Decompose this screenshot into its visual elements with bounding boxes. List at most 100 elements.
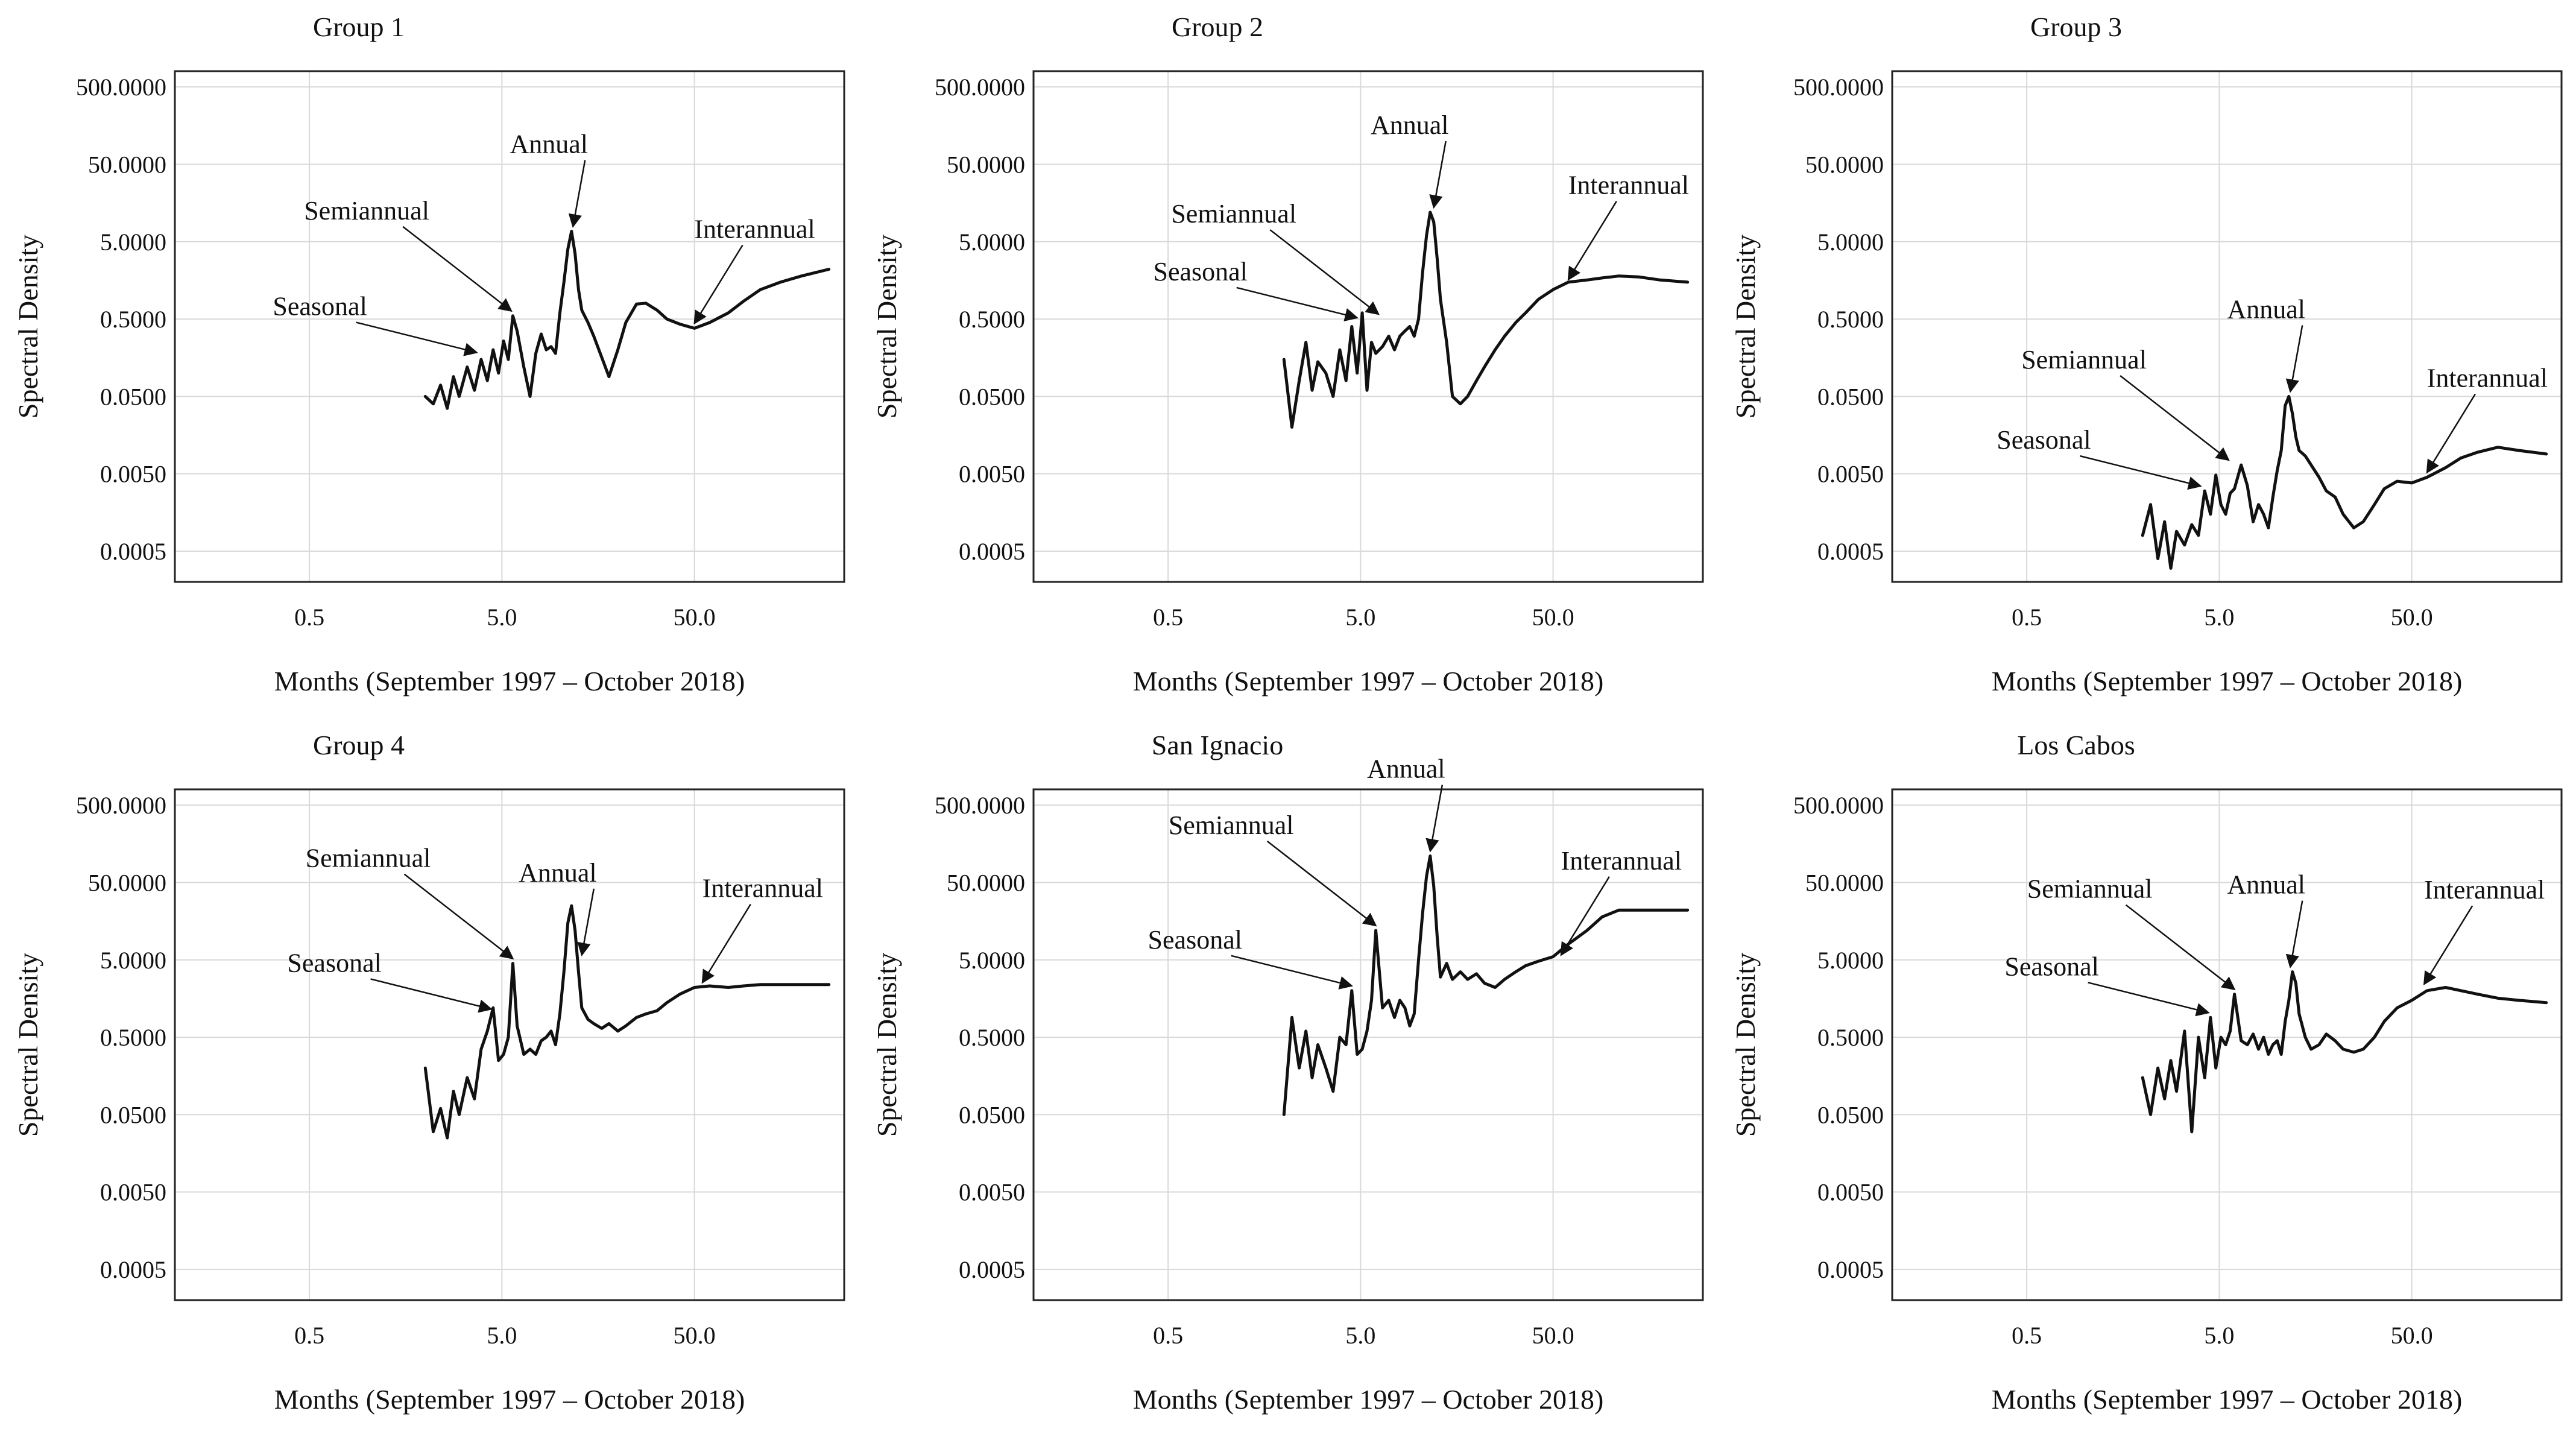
x-axis-label: Months (September 1997 – October 2018) bbox=[1133, 666, 1604, 696]
y-tick-label: 0.5000 bbox=[1817, 306, 1884, 333]
annotation-seasonal: Seasonal bbox=[273, 292, 367, 321]
x-tick-label: 50.0 bbox=[2391, 604, 2433, 631]
x-tick-label: 0.5 bbox=[294, 604, 324, 631]
x-tick-label: 0.5 bbox=[1153, 1322, 1183, 1349]
y-tick-label: 500.0000 bbox=[935, 792, 1025, 819]
annotation-arrow-interannual bbox=[2423, 905, 2473, 986]
plot-frame bbox=[174, 70, 845, 583]
series-line-spectral-density bbox=[423, 904, 831, 1140]
annotation-arrow-seasonal bbox=[1236, 286, 1359, 321]
y-tick-label: 0.5000 bbox=[100, 1024, 166, 1051]
y-tick-label: 500.0000 bbox=[935, 74, 1025, 101]
x-tick-label: 5.0 bbox=[1345, 604, 1375, 631]
x-tick-label: 0.5 bbox=[294, 1322, 324, 1349]
x-tick-label: 0.5 bbox=[1153, 604, 1183, 631]
y-tick-label: 50.0000 bbox=[947, 869, 1025, 896]
annotation-arrow-seasonal bbox=[2080, 455, 2202, 490]
y-tick-label: 0.0005 bbox=[959, 538, 1025, 565]
x-tick-label: 5.0 bbox=[2204, 604, 2234, 631]
panel-group-2: Group 2 0.0005 0.0050 0.0500 0.5000 5.0000 50.… bbox=[859, 0, 1717, 718]
panel-group-4: Group 4 0.0005 0.0050 0.0500 0.5000 5.0000 50.… bbox=[0, 718, 859, 1436]
annotation-semiannual: Semiannual bbox=[304, 196, 429, 226]
y-tick-label: 0.0005 bbox=[1817, 538, 1884, 565]
chart-title: Group 4 bbox=[313, 730, 405, 760]
panel-san-ignacio: San Ignacio 0.0005 0.0050 0.0500 0.5000 5.000… bbox=[859, 718, 1717, 1436]
y-tick-label: 0.5000 bbox=[100, 306, 166, 333]
y-tick-label: 0.0050 bbox=[959, 461, 1025, 488]
annotation-semiannual: Semiannual bbox=[1169, 810, 1294, 840]
chart-group-2: Group 2 0.0005 0.0050 0.0500 0.5000 5.0000 50.… bbox=[871, 11, 1704, 696]
y-tick-label: 0.0050 bbox=[100, 461, 166, 488]
y-tick-label: 0.5000 bbox=[959, 306, 1025, 333]
annotation-interannual: Interannual bbox=[694, 214, 815, 244]
y-axis-label: Spectral Density bbox=[13, 235, 43, 418]
x-tick-label: 5.0 bbox=[1345, 1322, 1375, 1349]
y-axis-label: Spectral Density bbox=[1730, 953, 1761, 1137]
plot-frame bbox=[1891, 70, 2563, 583]
y-tick-label: 500.0000 bbox=[1793, 792, 1884, 819]
annotation-arrow-interannual bbox=[701, 903, 751, 984]
y-tick-label: 0.0050 bbox=[100, 1179, 166, 1206]
panel-group-3: Group 3 0.0005 0.0050 0.0500 0.5000 5.0000 50.… bbox=[1717, 0, 2576, 718]
chart-los-cabos: Los Cabos 0.0005 0.0050 0.0500 0.5000 5.0000 5… bbox=[1730, 730, 2563, 1415]
panel-los-cabos: Los Cabos 0.0005 0.0050 0.0500 0.5000 5.0000 5… bbox=[1717, 718, 2576, 1436]
y-tick-label: 5.0000 bbox=[1817, 947, 1884, 974]
y-axis-label: Spectral Density bbox=[871, 235, 902, 418]
annotation-arrow-interannual bbox=[693, 244, 743, 325]
y-tick-label: 0.0500 bbox=[100, 383, 166, 410]
annotation-arrow-annual bbox=[2285, 325, 2303, 393]
annotation-interannual: Interannual bbox=[1561, 846, 1682, 876]
y-tick-label: 500.0000 bbox=[1793, 74, 1884, 101]
y-tick-label: 0.0500 bbox=[1817, 1101, 1884, 1128]
plot-frame bbox=[1032, 70, 1704, 583]
y-tick-label: 5.0000 bbox=[100, 947, 166, 974]
annotation-semiannual: Semiannual bbox=[1171, 199, 1296, 229]
x-tick-label: 50.0 bbox=[674, 1322, 716, 1349]
x-axis-label: Months (September 1997 – October 2018) bbox=[1992, 1384, 2463, 1415]
y-tick-label: 0.0500 bbox=[1817, 383, 1884, 410]
annotation-arrow-annual bbox=[568, 160, 586, 228]
y-axis-label: Spectral Density bbox=[1730, 235, 1761, 418]
annotation-arrow-semiannual bbox=[403, 873, 514, 960]
annotation-semiannual: Semiannual bbox=[306, 844, 431, 873]
y-tick-label: 0.0050 bbox=[1817, 461, 1884, 488]
annotation-interannual: Interannual bbox=[1568, 171, 1689, 200]
x-tick-label: 50.0 bbox=[2391, 1322, 2433, 1349]
annotation-arrow-annual bbox=[1425, 785, 1444, 853]
chart-title: Group 3 bbox=[2030, 11, 2122, 42]
panel-group-1: Group 1 0.0005 0.0050 0.0500 0.5000 5.0000 50.… bbox=[0, 0, 859, 718]
y-axis-label: Spectral Density bbox=[13, 953, 43, 1137]
annotation-annual: Annual bbox=[2227, 294, 2305, 324]
y-tick-label: 0.0005 bbox=[100, 1256, 166, 1283]
annotation-arrow-seasonal bbox=[1231, 955, 1353, 990]
y-tick-label: 50.0000 bbox=[88, 869, 166, 896]
annotation-seasonal: Seasonal bbox=[1148, 925, 1242, 955]
annotation-annual: Annual bbox=[2227, 870, 2305, 900]
y-tick-label: 50.0000 bbox=[947, 151, 1025, 178]
chart-group-4: Group 4 0.0005 0.0050 0.0500 0.5000 5.0000 50.… bbox=[13, 730, 845, 1415]
y-tick-label: 0.0005 bbox=[100, 538, 166, 565]
y-tick-label: 5.0000 bbox=[959, 947, 1025, 974]
chart-san-ignacio: San Ignacio 0.0005 0.0050 0.0500 0.5000 5.000… bbox=[871, 730, 1704, 1415]
annotation-seasonal: Seasonal bbox=[1997, 425, 2091, 455]
annotation-arrow-interannual bbox=[1560, 876, 1610, 956]
annotation-annual: Annual bbox=[1371, 110, 1449, 140]
y-tick-label: 500.0000 bbox=[76, 792, 166, 819]
x-tick-label: 5.0 bbox=[2204, 1322, 2234, 1349]
series-line-spectral-density bbox=[2141, 394, 2548, 570]
y-tick-label: 0.5000 bbox=[959, 1024, 1025, 1051]
y-tick-label: 0.0500 bbox=[100, 1101, 166, 1128]
annotation-semiannual: Semiannual bbox=[2021, 345, 2147, 374]
annotation-interannual: Interannual bbox=[702, 874, 823, 903]
annotation-interannual: Interannual bbox=[2424, 875, 2545, 905]
annotation-annual: Annual bbox=[519, 858, 597, 888]
plot-frame bbox=[1032, 788, 1704, 1301]
annotation-arrow-semiannual bbox=[1269, 229, 1380, 315]
y-tick-label: 5.0000 bbox=[959, 229, 1025, 256]
y-tick-label: 50.0000 bbox=[1805, 151, 1884, 178]
annotation-arrow-semiannual bbox=[1266, 841, 1377, 927]
annotation-arrow-seasonal bbox=[370, 978, 493, 1013]
annotation-arrow-seasonal bbox=[356, 321, 478, 356]
y-tick-label: 0.0500 bbox=[959, 1101, 1025, 1128]
series-line-spectral-density bbox=[2141, 970, 2548, 1134]
